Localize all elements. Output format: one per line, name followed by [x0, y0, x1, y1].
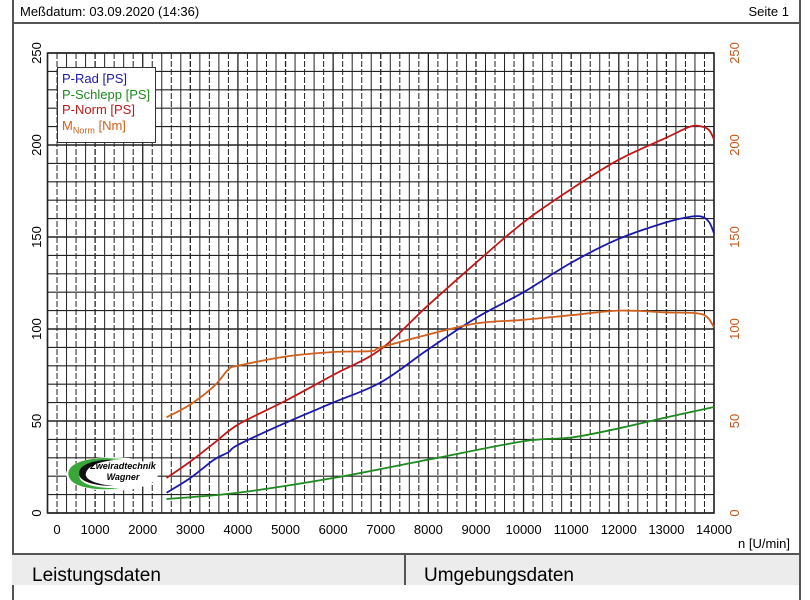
section-divider	[404, 555, 406, 585]
plot-border	[46, 52, 715, 514]
section-environment-data: Umgebungsdaten	[424, 565, 574, 586]
y2-tick-label: 200	[727, 134, 742, 156]
x-tick-label: 10000	[505, 522, 541, 537]
page-frame	[12, 0, 801, 600]
x-axis-label: n [U/min]	[738, 536, 790, 551]
y-tick-label: 100	[29, 318, 44, 340]
y2-tick-label: 250	[727, 42, 742, 64]
y-tick-label: 150	[29, 226, 44, 248]
legend-p-norm: P-Norm [PS]	[62, 102, 135, 117]
legend-m-norm: MNorm [Nm]	[62, 118, 155, 139]
series-line-m_norm	[166, 309, 715, 419]
chart-legend: P-Rad [PS] P-Schlepp [PS] P-Norm [PS] MN…	[57, 67, 156, 143]
x-tick-label: 11000	[554, 522, 589, 537]
series-line-p_rad	[166, 215, 715, 494]
x-tick-label: 4000	[223, 522, 252, 537]
x-tick-label: 1000	[81, 522, 110, 537]
x-tick-label: 7000	[366, 522, 395, 537]
section-performance-data: Leistungsdaten	[32, 565, 161, 586]
legend-m-norm-main: M	[62, 117, 73, 133]
x-tick-label: 12000	[601, 522, 637, 537]
series-line-p_norm	[166, 124, 715, 479]
logo-line2: Wagner	[106, 472, 140, 482]
x-tick-label: 3000	[176, 522, 205, 537]
x-tick-label: 0	[53, 522, 60, 537]
y2-tick-label: 100	[727, 318, 742, 340]
y2-tick-label: 50	[727, 414, 742, 428]
x-tick-label: 5000	[271, 522, 300, 537]
x-tick-label: 9000	[462, 522, 491, 537]
logo-line1: Zweiradtechnik	[90, 461, 156, 471]
y2-tick-label: 0	[727, 509, 742, 516]
y-tick-label: 0	[29, 509, 44, 516]
measurement-date: Meßdatum: 03.09.2020 (14:36)	[20, 4, 200, 19]
y-tick-label: 250	[29, 42, 44, 64]
y-tick-label: 200	[29, 134, 44, 156]
dyno-chart: 0 1000 2000 3000 4000 5000 6000 7000 8000 9000 100…	[29, 42, 790, 551]
page-header: Meßdatum: 03.09.2020 (14:36) Seite 1	[12, 0, 799, 24]
legend-m-norm-unit: [Nm]	[94, 117, 126, 133]
company-logo: Zweiradtechnik Wagner	[64, 455, 160, 493]
legend-m-norm-sub: Norm	[72, 125, 95, 136]
x-tick-label: 2000	[128, 522, 157, 537]
y-tick-label: 50	[29, 414, 44, 428]
legend-p-rad: P-Rad [PS]	[62, 71, 128, 86]
data-sections: Leistungsdaten Umgebungsdaten	[12, 553, 799, 586]
x-tick-label: 13000	[648, 522, 684, 537]
logo-swoosh-icon	[66, 457, 158, 491]
y2-tick-label: 150	[727, 226, 742, 248]
series-line-p_schlepp	[166, 406, 715, 500]
page-number: Seite 1	[748, 4, 789, 19]
x-tick-label: 6000	[319, 522, 348, 537]
x-tick-label: 14000	[696, 522, 732, 537]
x-tick-label: 8000	[414, 522, 443, 537]
legend-p-schlepp: P-Schlepp [PS]	[62, 86, 151, 102]
